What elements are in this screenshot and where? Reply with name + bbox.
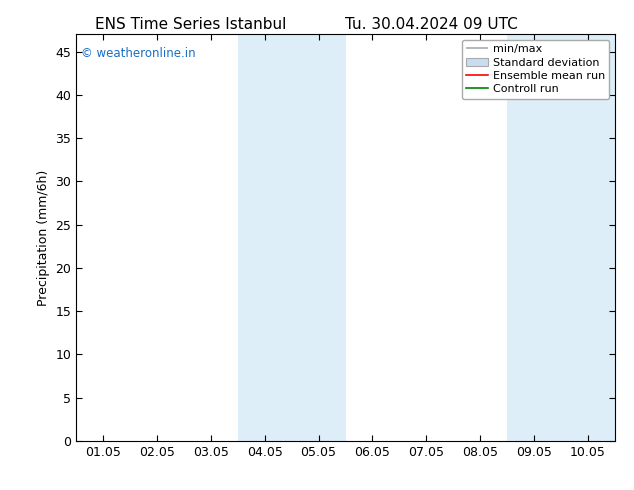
- Text: © weatheronline.in: © weatheronline.in: [81, 47, 196, 59]
- Bar: [561, 34, 615, 441]
- Bar: [292, 34, 346, 441]
- Text: Tu. 30.04.2024 09 UTC: Tu. 30.04.2024 09 UTC: [345, 17, 517, 32]
- Bar: [238, 34, 292, 441]
- Legend: min/max, Standard deviation, Ensemble mean run, Controll run: min/max, Standard deviation, Ensemble me…: [462, 40, 609, 99]
- Y-axis label: Precipitation (mm/6h): Precipitation (mm/6h): [37, 170, 50, 306]
- Text: ENS Time Series Istanbul: ENS Time Series Istanbul: [94, 17, 286, 32]
- Bar: [507, 34, 561, 441]
